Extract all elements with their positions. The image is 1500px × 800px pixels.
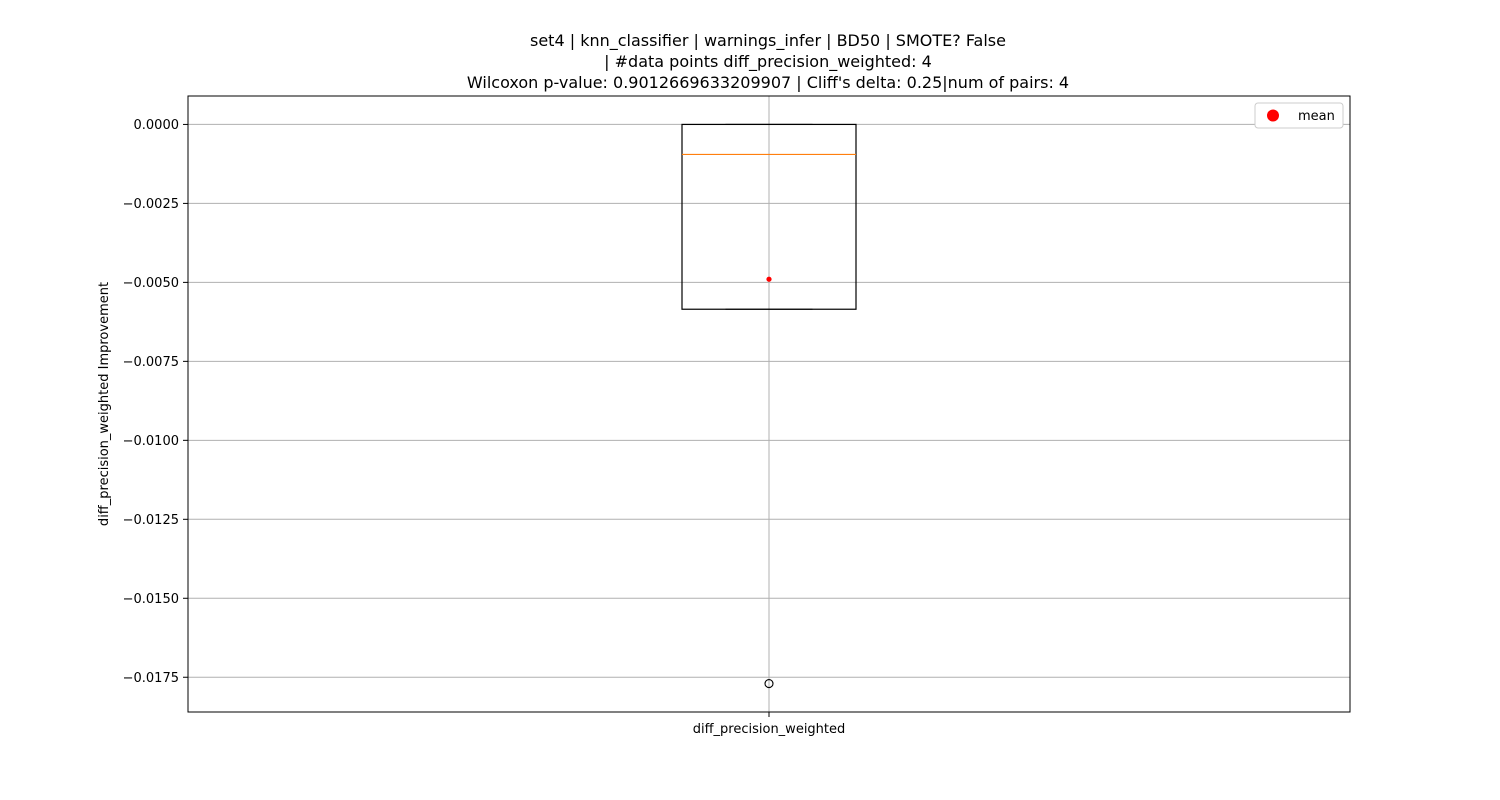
outlier-point [764, 679, 774, 689]
mean-marker [766, 276, 772, 282]
y-tick-label: 0.0000 [134, 118, 180, 133]
axes-frame [187, 95, 1351, 713]
chart-title-line-2: | #data points diff_precision_weighted: … [604, 52, 932, 72]
y-tick-label: −0.0100 [123, 434, 179, 449]
chart-title-line-1: set4 | knn_classifier | warnings_infer |… [530, 31, 1006, 51]
box-plot [681, 123, 857, 689]
y-axis-label: diff_precision_weighted Improvement [97, 282, 112, 526]
y-tick-label: −0.0025 [123, 197, 179, 212]
grid-lines [188, 96, 1350, 712]
y-ticks: 0.0000 −0.0025 −0.0050 −0.0075 −0.0100 −0.012… [123, 118, 188, 686]
y-tick-label: −0.0075 [123, 355, 179, 370]
y-tick-label: −0.0050 [123, 276, 179, 291]
y-tick-label: −0.0125 [123, 513, 179, 528]
chart-title-line-3: Wilcoxon p-value: 0.9012669633209907 | C… [467, 73, 1069, 92]
legend-box [1254, 102, 1344, 129]
legend-mean-label: mean [1298, 109, 1335, 124]
iqr-box [681, 123, 857, 310]
legend-mean-marker [1267, 109, 1279, 122]
x-ticks: diff_precision_weighted [693, 712, 846, 737]
y-tick-label: −0.0150 [123, 592, 179, 607]
legend: mean [1254, 102, 1344, 129]
y-tick-label: −0.0175 [123, 671, 179, 686]
x-tick-label: diff_precision_weighted [693, 722, 846, 737]
